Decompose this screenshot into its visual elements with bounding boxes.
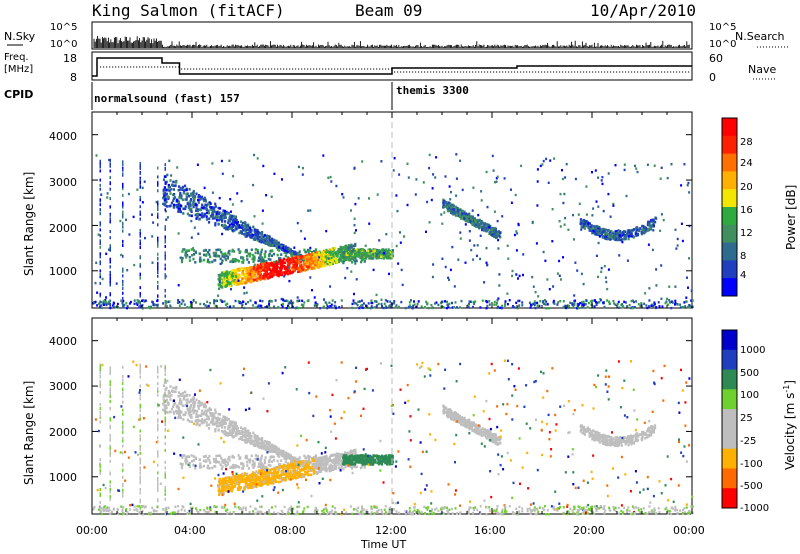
freq-unit: [MHz] [4,64,34,75]
power-colorbar [721,117,738,297]
frequency-trace [92,57,692,77]
nsearch-tick-hi: 10^5 [709,22,737,33]
x-tick: 20:00 [573,524,605,537]
x-tick: 00:00 [76,524,108,537]
power-cbar-tick: 12 [740,228,753,239]
power-cbar-segment [722,189,737,208]
nsearch-tick-lo: 10^0 [709,39,737,50]
station-title: King Salmon (fitACF) [92,1,285,20]
velocity-cbar-tick: -500 [740,481,763,492]
velocity-ytick: 3000 [49,380,77,393]
power-echoes [92,153,694,310]
velocity-panel-frame [91,317,693,515]
power-cbar-segment [722,278,737,297]
velocity-cbar-tick: -1000 [740,503,770,514]
nave-tick-hi: 60 [709,52,723,65]
beam-title: Beam 09 [355,1,423,20]
velocity-ytick: 1000 [49,471,77,484]
power-cbar-tick: 16 [740,205,753,216]
x-axis-label: Time UT [361,538,407,551]
velocity-cbar-segment [722,389,737,410]
freq-tick-lo: 8 [70,71,77,84]
date-title: 10/Apr/2010 [590,1,696,20]
x-tick: 04:00 [174,524,206,537]
velocity-panel [91,317,694,516]
power-cbar-segment [722,171,737,190]
x-tick: 12:00 [375,524,407,537]
velocity-ytick: 2000 [49,426,77,439]
velocity-cbar-segment [722,369,737,390]
summary-panel [7,21,790,110]
velocity-cbar-tick: 500 [740,368,760,379]
nave-trace [100,66,690,73]
velocity-cbar-tick: 25 [740,413,753,424]
nsky-trace [93,36,690,48]
nsearch-label: N.Search [735,30,785,43]
power-panel [91,111,694,310]
power-ytick: 2000 [49,222,77,235]
power-cbar-segment [722,153,737,172]
cpid-label: CPID [4,88,34,101]
velocity-cbar-segment [722,349,737,371]
velocity-cbar-segment [722,330,737,351]
power-cbar-segment [722,260,737,279]
power-cbar-tick: 28 [740,137,753,148]
nave-tick-lo: 0 [709,71,716,84]
velocity-cbar-tick: -25 [740,436,757,447]
velocity-cbar-segment [722,409,737,430]
velocity-cbar-segment [722,428,737,450]
cpid-mode-1: normalsound (fast) 157 [94,92,240,105]
nsky-frame [91,21,693,50]
power-cbar-tick: 8 [740,251,747,262]
velocity-cbar-tick: 100 [740,390,760,401]
power-cbar-tick: 4 [740,270,747,281]
power-ytick: 1000 [49,265,77,278]
velocity-ytick: 4000 [49,335,77,348]
velocity-cbar-segment [722,468,737,489]
power-cbar-segment [722,207,737,226]
power-cbar-tick: 24 [740,158,753,169]
power-ytick: 4000 [49,130,77,143]
velocity-echoes [92,359,694,516]
nave-label: Nave [748,63,777,76]
velocity-cbar-frame [721,329,738,509]
nsky-tick-lo: 10^0 [50,39,78,50]
x-tick: 16:00 [474,524,506,537]
power-cbar-tick: 20 [740,182,753,193]
cpid-mode-2: themis 3300 [396,84,469,97]
velocity-cbar-segment [722,488,737,509]
velocity-colorbar [721,329,738,509]
power-cbar-segment [722,242,737,261]
freq-label: Freq. [4,52,29,63]
power-cbar-segment [722,224,737,244]
power-cbar-segment [722,135,737,155]
x-tick: 08:00 [274,524,306,537]
power-cbar-segment [722,118,737,137]
power-panel-frame [91,111,693,309]
freq-tick-hi: 18 [63,52,77,65]
nsky-tick-hi: 10^5 [50,22,78,33]
power-ytick: 3000 [49,176,77,189]
nsky-label: N.Sky [4,30,36,43]
velocity-cbar-segment [722,448,737,469]
velocity-cbar-tick: -100 [740,459,763,470]
x-tick: 00:00 [673,524,705,537]
velocity-cbar-tick: 1000 [740,345,766,356]
power-cbar-frame [721,117,738,297]
